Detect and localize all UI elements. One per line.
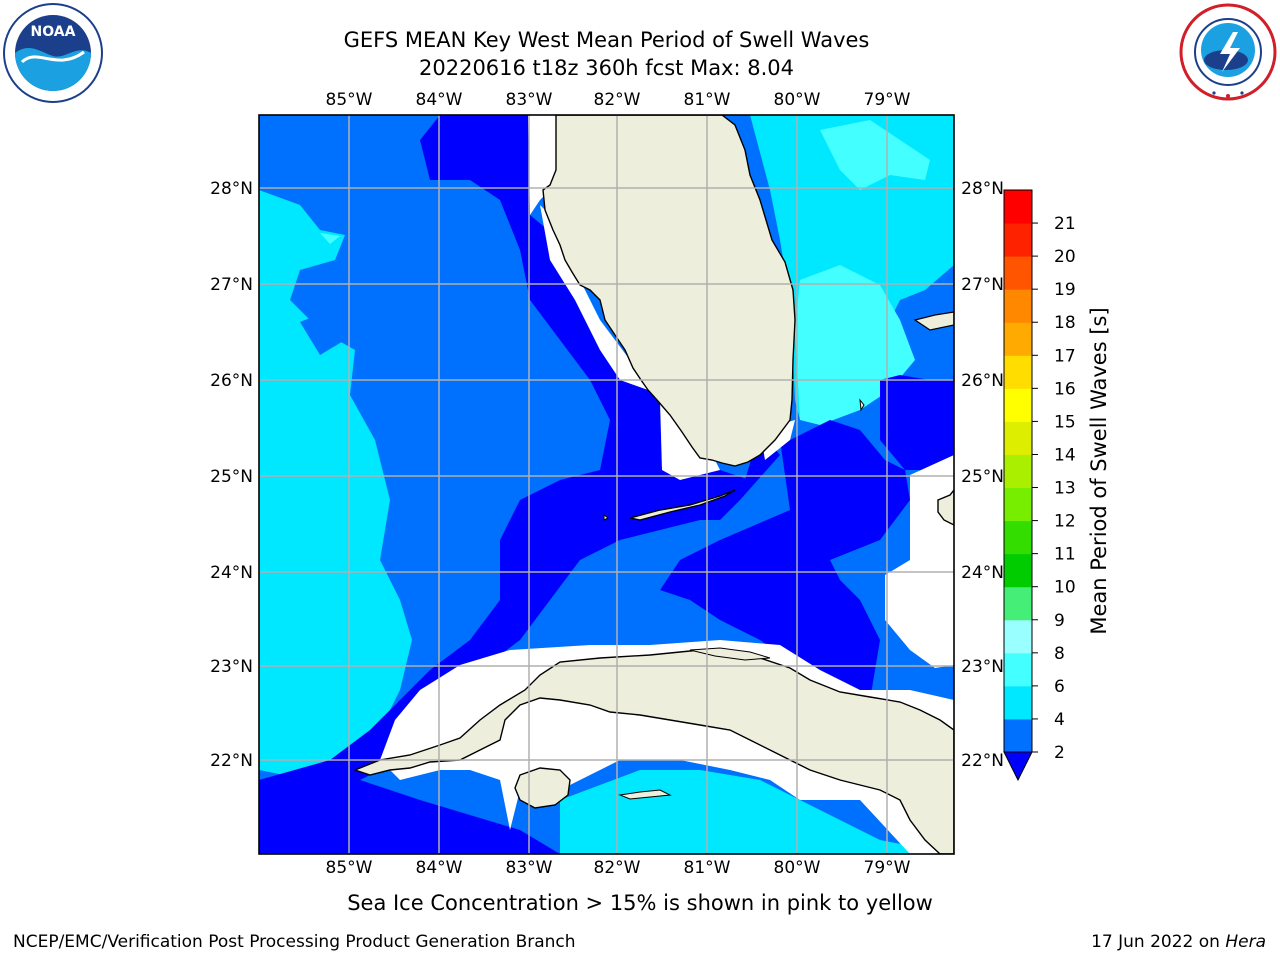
- colorbar-band: [1004, 289, 1032, 323]
- lon-ticks-top: 85°W 84°W 83°W 82°W 81°W 80°W 79°W: [326, 90, 911, 110]
- footer-timestamp: 17 Jun 2022 on Hera: [1091, 932, 1266, 952]
- colorbar-band: [1004, 685, 1032, 720]
- lon-tick: 83°W: [506, 858, 553, 878]
- colorbar-tick-label: 17: [1054, 346, 1076, 366]
- map-title: GEFS MEAN Key West Mean Period of Swell …: [343, 28, 870, 52]
- lat-tick: 28°N: [210, 179, 253, 199]
- lat-tick: 23°N: [210, 657, 253, 677]
- colorbar-band: [1004, 553, 1032, 588]
- lon-tick: 79°W: [864, 90, 911, 110]
- colorbar-tick-label: 6: [1054, 677, 1065, 697]
- noaa-logo-icon: NOAA: [2, 2, 104, 104]
- svg-text:NOAA: NOAA: [31, 24, 76, 40]
- lat-tick: 22°N: [210, 751, 253, 771]
- lon-ticks-bottom: 85°W 84°W 83°W 82°W 81°W 80°W 79°W: [326, 858, 911, 878]
- colorbar-tick-label: 16: [1054, 379, 1076, 399]
- lon-tick: 81°W: [684, 90, 731, 110]
- colorbar-band: [1004, 223, 1032, 257]
- footer-credit: NCEP/EMC/Verification Post Processing Pr…: [13, 932, 576, 952]
- lon-tick: 82°W: [594, 858, 641, 878]
- lat-tick: 27°N: [210, 275, 253, 295]
- colorbar-tick-label: 10: [1054, 578, 1076, 598]
- colorbar-tick-label: 19: [1054, 280, 1076, 300]
- lon-tick: 84°W: [416, 858, 463, 878]
- lon-tick: 80°W: [774, 90, 821, 110]
- colorbar-band: [1004, 388, 1032, 422]
- colorbar-tick-label: 4: [1054, 710, 1065, 730]
- colorbar: 2 4 6 8 9 10 11 12 13 14 15 16 17 18 19 20 21: [1003, 189, 1076, 782]
- colorbar-tick-label: 20: [1054, 247, 1076, 267]
- colorbar-tick-label: 12: [1054, 512, 1076, 532]
- lon-tick: 85°W: [326, 90, 373, 110]
- colorbar-band: [1004, 652, 1032, 687]
- lat-ticks-left: 28°N 27°N 26°N 25°N 24°N 23°N 22°N: [210, 179, 253, 771]
- graticule: [259, 115, 954, 854]
- colorbar-tick-label: 14: [1054, 445, 1076, 465]
- colorbar-band: [1004, 718, 1032, 753]
- colorbar-tick-label: 13: [1054, 479, 1076, 499]
- colorbar-tick-label: 11: [1054, 545, 1076, 565]
- lat-tick: 26°N: [210, 371, 253, 391]
- lon-tick: 85°W: [326, 858, 373, 878]
- colorbar-tick-label: 2: [1054, 743, 1065, 763]
- swell-period-field: [259, 115, 954, 854]
- colorbar-band: [1004, 322, 1032, 356]
- lat-tick: 24°N: [210, 563, 253, 583]
- lon-tick: 84°W: [416, 90, 463, 110]
- colorbar-band: [1004, 520, 1032, 555]
- colorbar-band: [1004, 586, 1032, 621]
- map-subtitle: 20220616 t18z 360h fcst Max: 8.04: [419, 56, 794, 80]
- lat-tick: 28°N: [961, 179, 1004, 199]
- colorbar-frame: [1003, 189, 1033, 753]
- colorbar-tick-label: 9: [1054, 611, 1065, 631]
- lon-tick: 79°W: [864, 858, 911, 878]
- lon-tick: 80°W: [774, 858, 821, 878]
- footer-date: 17 Jun 2022 on: [1091, 932, 1226, 952]
- lat-tick: 26°N: [961, 371, 1004, 391]
- lat-tick: 25°N: [961, 467, 1004, 487]
- colorbar-band: [1004, 454, 1032, 489]
- footer-host: Hera: [1225, 932, 1266, 952]
- map-frame: [258, 114, 955, 855]
- colorbar-band: [1004, 256, 1032, 290]
- colorbar-band: [1004, 355, 1032, 389]
- colorbar-tick-label: 8: [1054, 644, 1065, 664]
- colorbar-tick-label: 18: [1054, 313, 1076, 333]
- lat-tick: 22°N: [961, 751, 1004, 771]
- colorbar-extend-min: [1003, 751, 1033, 782]
- lat-tick: 27°N: [961, 275, 1004, 295]
- nws-logo-icon: [1178, 2, 1278, 102]
- lon-tick: 82°W: [594, 90, 641, 110]
- lon-tick: 83°W: [506, 90, 553, 110]
- colorbar-label: Mean Period of Swell Waves [s]: [1087, 307, 1111, 634]
- lat-tick: 23°N: [961, 657, 1004, 677]
- colorbar-band: [1004, 421, 1032, 455]
- sea-ice-note: Sea Ice Concentration > 15% is shown in …: [347, 891, 933, 915]
- lon-tick: 81°W: [684, 858, 731, 878]
- colorbar-band: [1004, 619, 1032, 654]
- lat-tick: 24°N: [961, 563, 1004, 583]
- colorbar-tick-label: 15: [1054, 412, 1076, 432]
- lat-tick: 25°N: [210, 467, 253, 487]
- colorbar-band: [1004, 487, 1032, 522]
- colorbar-band: [1004, 190, 1032, 224]
- colorbar-tick-label: 21: [1054, 214, 1076, 234]
- lat-ticks-right: 28°N 27°N 26°N 25°N 24°N 23°N 22°N: [961, 179, 1004, 771]
